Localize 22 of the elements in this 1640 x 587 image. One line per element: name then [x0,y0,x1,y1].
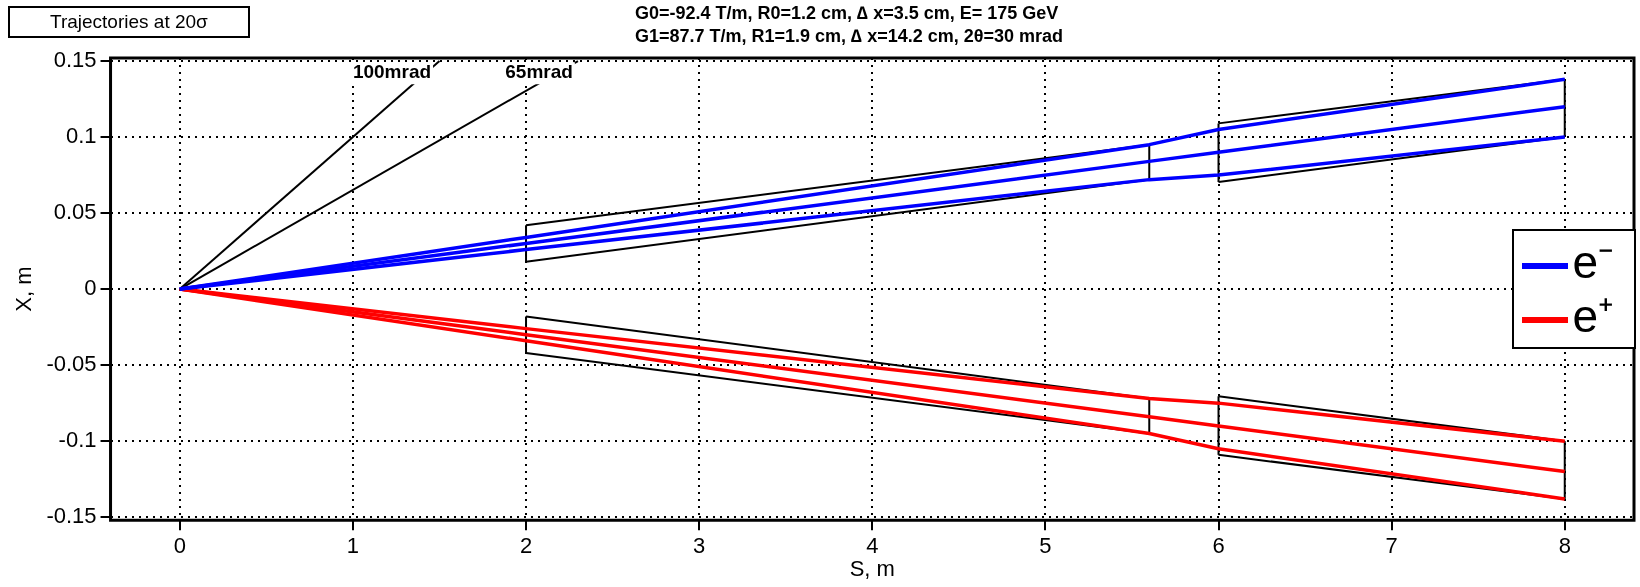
y-axis-title: X, m [11,266,37,312]
y-tick-label: -0.15 [46,503,97,529]
annotation: 65mrad [505,61,573,83]
x-tick-label: 7 [1385,533,1398,559]
x-tick-label: 8 [1558,533,1571,559]
x-tick-label: 1 [346,533,360,559]
x-tick-label: 0 [173,533,186,559]
y-tick-label: -0.1 [58,427,97,453]
legend-label: e⁻ [1572,236,1614,289]
annotation: 100mrad [352,61,432,83]
x-tick-label: 3 [693,533,706,559]
chart-subtitle: G0=-92.4 T/m, R0=1.2 cm, ∆ x=3.5 cm, E= 175 GeV G1=87.7 T/m, R1=1.9 cm, ∆ x=14.2 cm, 2θ=30 mrad [635,2,1064,48]
chart-title: Trajectories at 20σ [8,6,250,38]
y-tick-label: 0 [84,275,97,301]
y-tick-label: 0.05 [53,199,97,225]
x-tick-label: 2 [519,533,533,559]
y-tick-label: -0.05 [46,351,97,377]
y-tick-label: 0.1 [65,123,97,149]
legend-label: e⁺ [1572,290,1614,343]
x-tick-label: 5 [1039,533,1052,559]
x-tick-label: 6 [1212,533,1225,559]
y-tick-label: 0.15 [53,47,97,73]
